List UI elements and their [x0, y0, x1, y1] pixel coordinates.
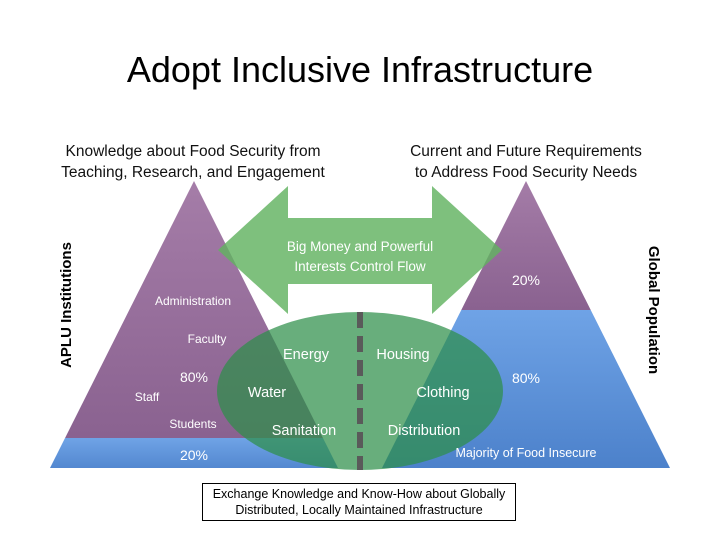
level-staff: Staff — [135, 390, 160, 404]
level-students: Students — [169, 417, 216, 431]
right-bottom-share: 80% — [512, 370, 540, 386]
page-title: Adopt Inclusive Infrastructure — [126, 49, 594, 90]
level-administration: Administration — [155, 294, 231, 308]
arrow-label-line2: Interests Control Flow — [294, 259, 426, 274]
left-top-share: 80% — [180, 369, 208, 385]
item-sanitation: Sanitation — [272, 423, 337, 439]
arrow-label-line1: Big Money and Powerful — [287, 239, 433, 254]
left-bottom-share: 20% — [180, 447, 208, 463]
left-caption: Knowledge about Food Security from Teach… — [61, 143, 325, 181]
item-water: Water — [248, 385, 286, 401]
double-arrow — [218, 186, 502, 314]
item-distribution: Distribution — [388, 423, 461, 439]
item-housing: Housing — [376, 347, 429, 363]
item-energy: Energy — [283, 347, 330, 363]
item-clothing: Clothing — [416, 385, 469, 401]
footer-box: Exchange Knowledge and Know-How about Gl… — [202, 483, 516, 521]
right-caption: Current and Future Requirements to Addre… — [410, 143, 642, 181]
right-top-share: 20% — [512, 272, 540, 288]
left-vertical-label: APLU Institutions — [58, 242, 75, 368]
right-bottom-label: Majority of Food Insecure — [455, 446, 596, 460]
right-vertical-label: Global Population — [645, 246, 662, 374]
level-faculty: Faculty — [188, 332, 227, 346]
